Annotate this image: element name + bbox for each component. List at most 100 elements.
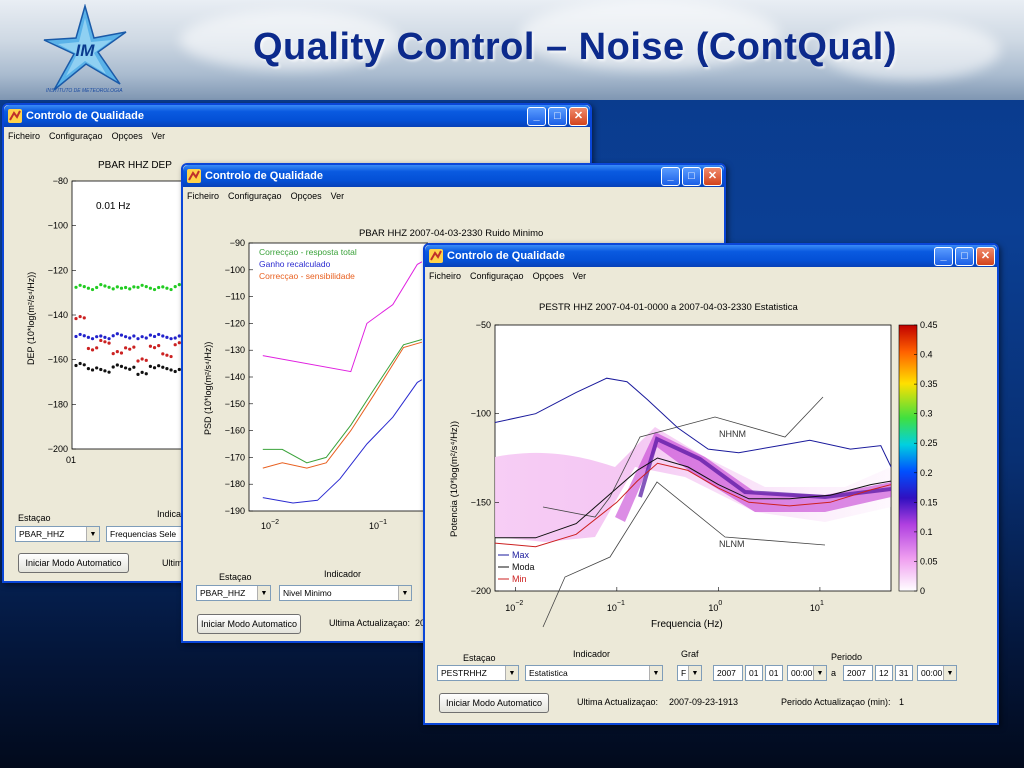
range-separator: a bbox=[831, 668, 837, 678]
data-point bbox=[99, 283, 103, 287]
colorbar-tick-label: 0.35 bbox=[920, 379, 938, 389]
y-tick-label: −140 bbox=[48, 310, 68, 320]
station-select-value: PBAR_HHZ bbox=[200, 588, 246, 598]
maximize-button[interactable]: □ bbox=[955, 246, 974, 266]
menu-configuracao[interactable]: Configuraçao bbox=[49, 131, 103, 141]
data-point bbox=[82, 363, 86, 367]
menu-opcoes[interactable]: Opçoes bbox=[532, 271, 564, 281]
maximize-button[interactable]: □ bbox=[548, 106, 567, 126]
menu-ficheiro[interactable]: Ficheiro bbox=[187, 191, 220, 201]
colorbar-tick-label: 0.4 bbox=[920, 350, 933, 360]
chevron-down-icon: ▼ bbox=[86, 527, 99, 541]
menu-opcoes[interactable]: Opçoes bbox=[290, 191, 322, 201]
data-point bbox=[111, 365, 115, 369]
data-point bbox=[86, 346, 90, 351]
plot-title: PBAR HHZ 2007-04-03-2330 Ruido Minimo bbox=[359, 228, 544, 239]
data-point bbox=[95, 285, 99, 290]
y-tick-label: −170 bbox=[225, 452, 245, 462]
data-point bbox=[136, 372, 140, 377]
data-point bbox=[107, 337, 111, 341]
data-point bbox=[140, 335, 144, 339]
minimize-button[interactable]: _ bbox=[527, 106, 546, 126]
data-point bbox=[152, 346, 157, 350]
legend-min: Min bbox=[512, 574, 527, 584]
data-point bbox=[157, 332, 161, 337]
station-select[interactable]: PBAR_HHZ ▼ bbox=[15, 526, 100, 542]
indicator-select[interactable]: Frequencias Sele bbox=[106, 526, 196, 542]
data-point bbox=[90, 348, 95, 352]
data-point bbox=[132, 345, 136, 349]
colorbar-tick-label: 0.3 bbox=[920, 409, 933, 419]
menu-opcoes[interactable]: Opçoes bbox=[111, 131, 143, 141]
data-point bbox=[140, 357, 144, 361]
close-button[interactable]: ✕ bbox=[976, 246, 995, 266]
series-line bbox=[494, 377, 892, 468]
data-point bbox=[95, 366, 99, 370]
window-middle-titlebar[interactable]: Controlo de Qualidade _ □ ✕ bbox=[183, 165, 724, 187]
data-point bbox=[136, 359, 140, 363]
data-point bbox=[99, 367, 103, 372]
auto-mode-button[interactable]: Iniciar Modo Automatico bbox=[439, 693, 549, 713]
window-front[interactable]: Controlo de Qualidade _ □ ✕ Ficheiro Con… bbox=[423, 243, 999, 725]
y-tick-label: −180 bbox=[48, 399, 68, 409]
auto-mode-button[interactable]: Iniciar Modo Automatico bbox=[18, 553, 129, 573]
indicator-select[interactable]: Estatistica ▼ bbox=[525, 665, 663, 681]
data-point bbox=[173, 336, 177, 340]
window-front-titlebar[interactable]: Controlo de Qualidade _ □ ✕ bbox=[425, 245, 997, 267]
data-point bbox=[161, 352, 165, 356]
nlnm-line bbox=[542, 481, 826, 628]
start-year-field[interactable]: 2007 bbox=[713, 665, 743, 681]
auto-mode-button[interactable]: Iniciar Modo Automatico bbox=[197, 614, 301, 634]
station-select[interactable]: PESTRHHZ ▼ bbox=[437, 665, 519, 681]
data-point bbox=[111, 334, 115, 338]
close-button[interactable]: ✕ bbox=[569, 106, 588, 126]
close-button[interactable]: ✕ bbox=[703, 166, 722, 186]
menu-ficheiro[interactable]: Ficheiro bbox=[8, 131, 41, 141]
menu-configuracao[interactable]: Configuraçao bbox=[470, 271, 524, 281]
data-point bbox=[165, 286, 169, 290]
minimize-button[interactable]: _ bbox=[934, 246, 953, 266]
data-point bbox=[144, 336, 148, 340]
data-point bbox=[107, 370, 111, 374]
data-point bbox=[78, 332, 82, 337]
legend-max: Max bbox=[512, 550, 530, 560]
data-point bbox=[90, 368, 95, 372]
graf-select-value: F bbox=[681, 668, 687, 678]
maximize-button[interactable]: □ bbox=[682, 166, 701, 186]
data-point bbox=[165, 335, 169, 339]
data-point bbox=[119, 286, 124, 290]
window-back-titlebar[interactable]: Controlo de Qualidade _ □ ✕ bbox=[4, 105, 590, 127]
data-point bbox=[169, 368, 173, 372]
station-select[interactable]: PBAR_HHZ ▼ bbox=[196, 585, 271, 601]
y-tick-label: −190 bbox=[225, 506, 245, 516]
start-time-select[interactable]: 00:00 ▼ bbox=[787, 665, 827, 681]
end-time-select[interactable]: 00:00 ▼ bbox=[917, 665, 957, 681]
menu-configuracao[interactable]: Configuraçao bbox=[228, 191, 282, 201]
end-year-field[interactable]: 2007 bbox=[843, 665, 873, 681]
y-tick-label: −100 bbox=[48, 221, 68, 231]
menu-ver[interactable]: Ver bbox=[151, 131, 166, 141]
data-point bbox=[115, 350, 119, 354]
indicator-select[interactable]: Nivel Minimo ▼ bbox=[279, 585, 412, 601]
end-day-field[interactable]: 31 bbox=[895, 665, 913, 681]
data-point bbox=[140, 370, 144, 374]
y-tick-label: −50 bbox=[476, 320, 491, 330]
end-month-field[interactable]: 12 bbox=[875, 665, 893, 681]
menu-ver[interactable]: Ver bbox=[330, 191, 345, 201]
start-month-field[interactable]: 01 bbox=[745, 665, 763, 681]
data-point bbox=[111, 352, 115, 356]
institute-logo: IM bbox=[43, 4, 127, 91]
data-point bbox=[132, 365, 136, 369]
station-label: Estaçao bbox=[463, 653, 496, 663]
data-point bbox=[115, 285, 119, 289]
data-point bbox=[74, 285, 78, 289]
graf-select[interactable]: F ▼ bbox=[677, 665, 702, 681]
data-point bbox=[107, 285, 111, 289]
data-point bbox=[74, 363, 78, 368]
menu-ver[interactable]: Ver bbox=[572, 271, 587, 281]
start-day-field[interactable]: 01 bbox=[765, 665, 783, 681]
minimize-button[interactable]: _ bbox=[661, 166, 680, 186]
x-tick-label: 01 bbox=[66, 455, 76, 465]
menu-ficheiro[interactable]: Ficheiro bbox=[429, 271, 462, 281]
y-tick-label: −100 bbox=[225, 265, 245, 275]
